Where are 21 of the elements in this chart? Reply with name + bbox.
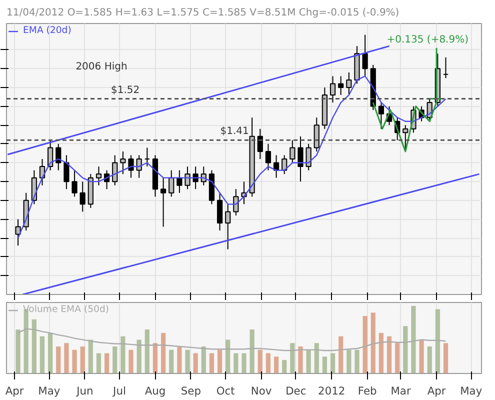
x-tick-label: Jun xyxy=(76,384,94,398)
x-tick-label: 2012 xyxy=(318,384,346,398)
chart-title: 11/04/2012 O=1.585 H=1.63 L=1.575 C=1.585 V=8.51M Chg=-0.015 (-0.9%) xyxy=(6,8,400,18)
x-tick-label: Feb xyxy=(358,384,378,398)
x-tick-label: Oct xyxy=(216,384,235,398)
x-tick-label: May xyxy=(38,384,60,398)
legend-label: Volume EMA (50d) xyxy=(23,304,110,315)
ref-line-label: $1.41 xyxy=(220,126,249,138)
x-tick-label: May xyxy=(460,384,482,398)
x-tick-label: Mar xyxy=(390,384,412,398)
x-tick-label: Jul xyxy=(112,384,126,398)
legend-label: EMA (20d) xyxy=(23,25,72,36)
annotation: +0.135 (+8.9%) xyxy=(386,34,469,46)
x-tick-label: Apr xyxy=(5,384,24,398)
x-tick-label: Dec xyxy=(286,384,306,398)
annotation: 2006 High xyxy=(76,62,128,72)
x-tick-label: Aug xyxy=(144,384,166,398)
ref-line-label: $1.52 xyxy=(111,84,140,96)
x-tick-label: Nov xyxy=(250,384,272,398)
x-tick-label: Sep xyxy=(180,384,202,398)
x-tick-label: Apr xyxy=(427,384,446,398)
